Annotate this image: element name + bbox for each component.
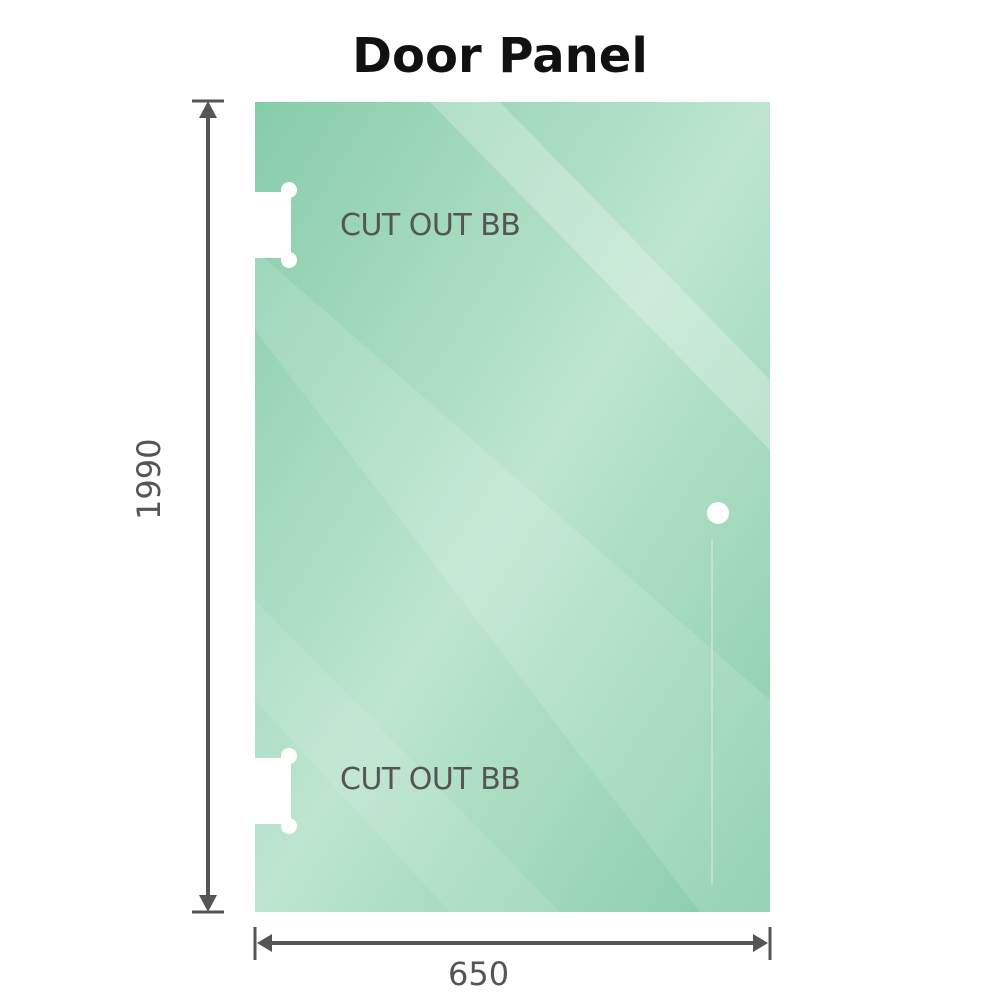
width-label: 650 — [448, 955, 510, 993]
handle-hole — [707, 502, 729, 524]
width-dimension-line — [253, 927, 772, 960]
cutout-label-bottom: CUT OUT BB — [340, 762, 521, 797]
height-label: 1990 — [130, 438, 168, 520]
glass-panel — [255, 102, 770, 912]
cutout-top — [255, 182, 297, 268]
cutout-bottom — [255, 748, 297, 834]
cutout-label-top: CUT OUT BB — [340, 208, 521, 243]
page-title: Door Panel — [352, 28, 648, 84]
height-dimension-line — [192, 99, 224, 914]
